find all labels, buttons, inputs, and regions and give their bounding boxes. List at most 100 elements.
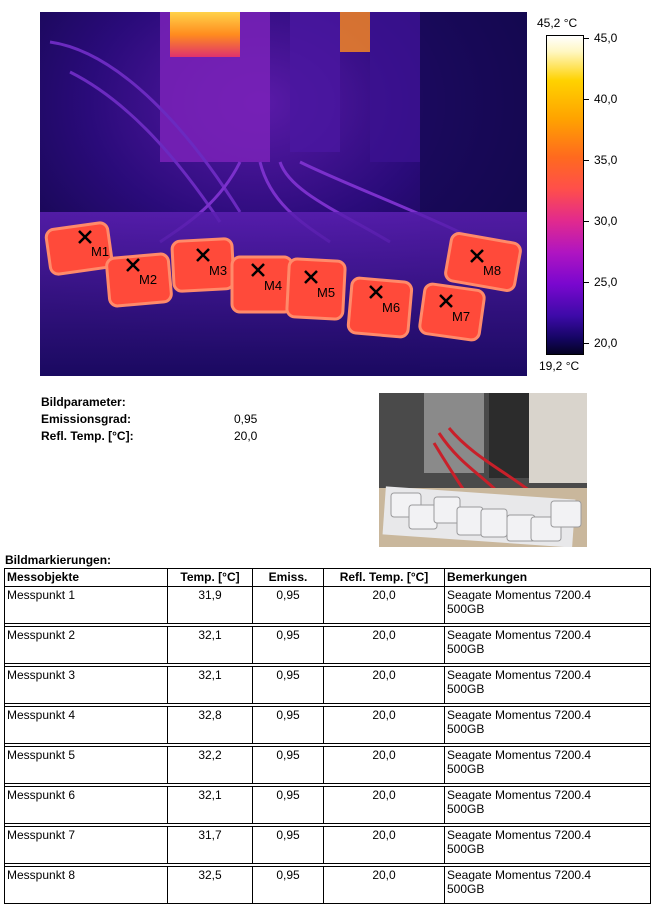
marker-m2-cross [126,258,140,272]
note-line-2: 500GB [447,842,485,856]
marker-m1-label: M1 [91,244,109,259]
cell-emiss: 0,95 [252,586,324,624]
row-spacer-cell [4,743,651,747]
marker-m5-label: M5 [317,285,335,300]
table-row: Messpunkt 6 32,1 0,95 20,0 Seagate Momentus … [4,786,651,824]
row-spacer [4,663,651,667]
row-spacer-cell [4,623,651,627]
row-spacer [4,743,651,747]
visual-photo [379,393,587,547]
col-header-object: Messobjekte [4,568,168,587]
cell-temp: 32,2 [167,746,253,784]
cell-refl: 20,0 [323,666,445,704]
thermal-image: M1 M2 M3 M4 M5 M6 M7 M8 [40,12,527,376]
visual-photo-canvas [379,393,587,547]
table-row: Messpunkt 1 31,9 0,95 20,0 Seagate Momentus … [4,586,651,624]
table-header-row: Messobjekte Temp. [°C] Emiss. Refl. Temp… [4,568,651,587]
note-line-1: Seagate Momentus 7200.4 [447,748,592,762]
markings-title: Bildmarkierungen: [5,553,112,567]
cell-notes: Seagate Momentus 7200.4 500GB [444,586,651,624]
row-spacer [4,863,651,867]
marker-m6-cross [369,285,383,299]
row-spacer-cell [4,703,651,707]
marker-m8-label: M8 [483,263,501,278]
row-spacer-cell [4,783,651,787]
scale-min-label: 19,2 °C [539,359,580,373]
cell-refl: 20,0 [323,866,445,904]
col-header-emiss: Emiss. [252,568,324,587]
cell-emiss: 0,95 [252,866,324,904]
cell-object: Messpunkt 6 [4,786,168,824]
marker-m4-label: M4 [264,278,282,293]
cell-temp: 31,9 [167,586,253,624]
cell-temp: 32,1 [167,626,253,664]
marker-m3-label: M3 [209,263,227,278]
scale-tick-label: 20,0 [594,336,618,350]
scale-max-label: 45,2 °C [537,16,578,30]
table-row: Messpunkt 8 32,5 0,95 20,0 Seagate Momentus … [4,866,651,904]
marker-m5-cross [304,270,318,284]
note-line-2: 500GB [447,642,485,656]
scale-tick-label: 30,0 [594,214,618,228]
cell-notes: Seagate Momentus 7200.4 500GB [444,706,651,744]
note-line-1: Seagate Momentus 7200.4 [447,628,592,642]
row-spacer [4,703,651,707]
marker-m1-cross [78,230,92,244]
scale-tick-label: 25,0 [594,275,618,289]
scale-tick [583,343,589,344]
table-row: Messpunkt 4 32,8 0,95 20,0 Seagate Momentus … [4,706,651,744]
row-spacer [4,823,651,827]
row-spacer-cell [4,823,651,827]
cell-notes: Seagate Momentus 7200.4 500GB [444,866,651,904]
cell-notes: Seagate Momentus 7200.4 500GB [444,626,651,664]
marker-m3-cross [196,248,210,262]
note-line-1: Seagate Momentus 7200.4 [447,788,592,802]
thermal-image-canvas: M1 M2 M3 M4 M5 M6 M7 M8 [40,12,527,376]
emission-value: 0,95 [234,412,258,426]
col-header-refl: Refl. Temp. [°C] [323,568,445,587]
note-line-1: Seagate Momentus 7200.4 [447,828,592,842]
cell-refl: 20,0 [323,786,445,824]
emission-label: Emissionsgrad: [41,412,132,426]
marker-m8-cross [470,249,484,263]
cell-temp: 32,1 [167,666,253,704]
cell-notes: Seagate Momentus 7200.4 500GB [444,666,651,704]
table-row: Messpunkt 5 32,2 0,95 20,0 Seagate Momentus … [4,746,651,784]
params-title: Bildparameter: [41,395,126,409]
hot-zone-shape [170,12,240,57]
scale-tick [583,282,589,283]
marker-m2-label: M2 [139,272,157,287]
cell-emiss: 0,95 [252,826,324,864]
cell-notes: Seagate Momentus 7200.4 500GB [444,786,651,824]
color-scale-bar [546,35,584,355]
cell-temp: 31,7 [167,826,253,864]
cell-refl: 20,0 [323,626,445,664]
refl-temp-label: Refl. Temp. [°C]: [41,429,134,443]
cell-emiss: 0,95 [252,706,324,744]
cell-notes: Seagate Momentus 7200.4 500GB [444,746,651,784]
row-spacer-cell [4,663,651,667]
cell-refl: 20,0 [323,746,445,784]
table-row: Messpunkt 2 32,1 0,95 20,0 Seagate Momentus … [4,626,651,664]
image-parameter-values: 0,95 20,0 [234,411,257,445]
cell-object: Messpunkt 7 [4,826,168,864]
cell-refl: 20,0 [323,706,445,744]
marker-m7-cross [439,294,453,308]
scale-tick [583,99,589,100]
scale-tick [583,160,589,161]
note-line-1: Seagate Momentus 7200.4 [447,668,592,682]
note-line-2: 500GB [447,682,485,696]
note-line-1: Seagate Momentus 7200.4 [447,588,592,602]
cell-object: Messpunkt 4 [4,706,168,744]
cell-refl: 20,0 [323,826,445,864]
marker-m4-cross [251,263,265,277]
note-line-1: Seagate Momentus 7200.4 [447,708,592,722]
row-spacer-cell [4,863,651,867]
note-line-2: 500GB [447,802,485,816]
cell-object: Messpunkt 8 [4,866,168,904]
cell-refl: 20,0 [323,586,445,624]
cell-temp: 32,1 [167,786,253,824]
markings-table: Messobjekte Temp. [°C] Emiss. Refl. Temp… [4,568,651,904]
scale-tick-label: 45,0 [594,31,618,45]
note-line-2: 500GB [447,882,485,896]
